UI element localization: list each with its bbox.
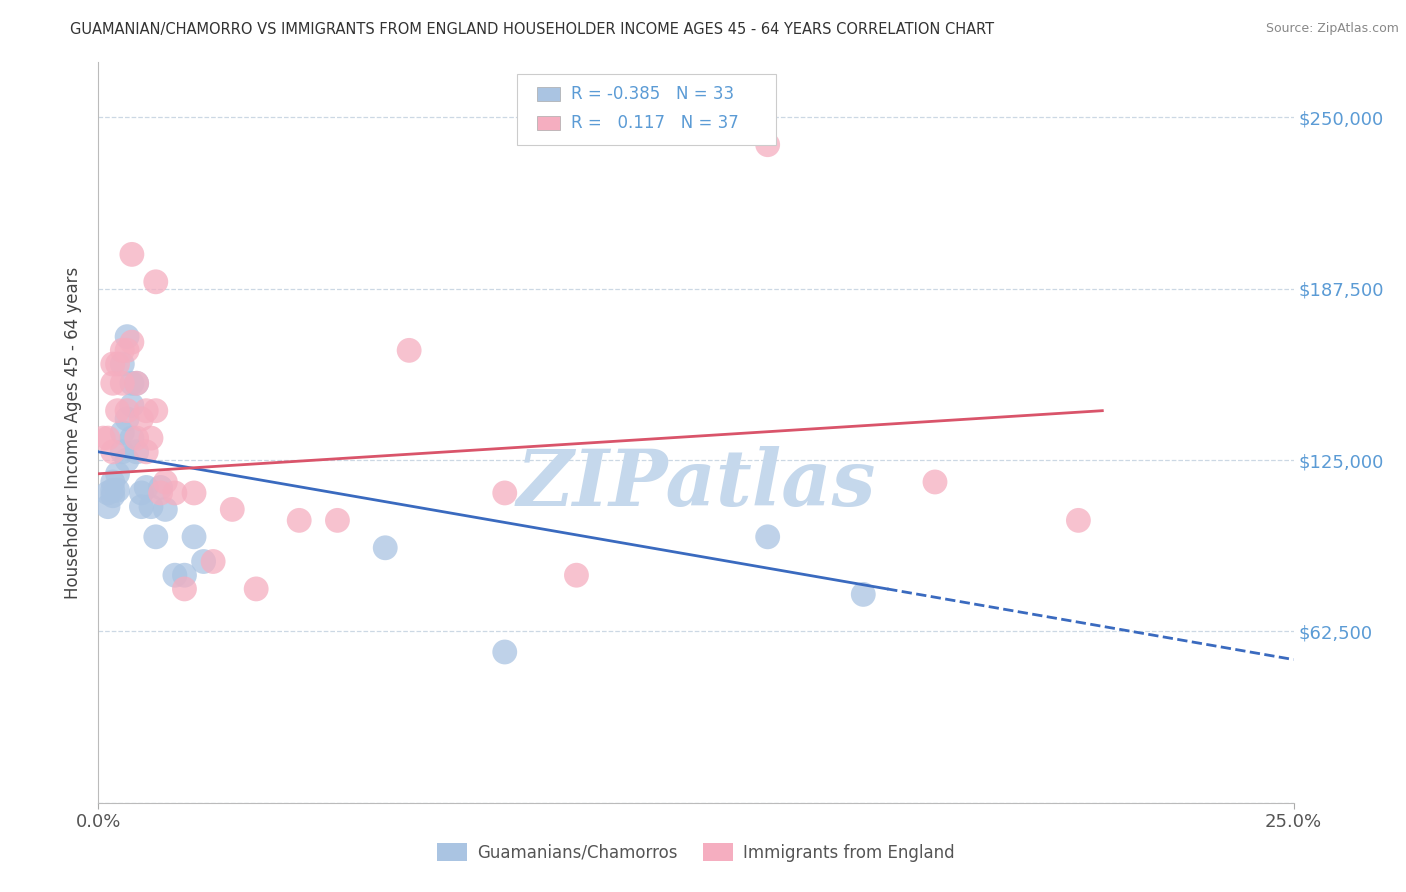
Point: [107, 467, 129, 481]
Text: GUAMANIAN/CHAMORRO VS IMMIGRANTS FROM ENGLAND HOUSEHOLDER INCOME AGES 45 - 64 YE: GUAMANIAN/CHAMORRO VS IMMIGRANTS FROM EN…: [70, 22, 994, 37]
Point: [852, 587, 875, 601]
Point: [111, 445, 134, 459]
Point: [374, 541, 396, 555]
Point: [494, 645, 516, 659]
Point: [115, 412, 138, 426]
Point: [173, 568, 195, 582]
Point: [756, 137, 779, 152]
Point: [245, 582, 267, 596]
Point: [163, 486, 186, 500]
Point: [121, 431, 143, 445]
Point: [121, 247, 143, 261]
Point: [149, 486, 172, 500]
Point: [145, 403, 167, 417]
Point: [107, 403, 129, 417]
Point: [125, 376, 148, 391]
Point: [111, 425, 134, 440]
Point: [111, 343, 134, 358]
Point: [91, 431, 114, 445]
Point: [221, 502, 243, 516]
Point: [131, 486, 153, 500]
Point: [131, 500, 153, 514]
Point: [107, 483, 129, 498]
Point: [173, 582, 195, 596]
Point: [121, 398, 143, 412]
Point: [115, 329, 138, 343]
Point: [125, 431, 148, 445]
Point: [111, 357, 134, 371]
Point: [101, 357, 124, 371]
Point: [121, 335, 143, 350]
Y-axis label: Householder Income Ages 45 - 64 years: Householder Income Ages 45 - 64 years: [65, 267, 83, 599]
Point: [924, 475, 946, 489]
Point: [101, 475, 124, 489]
Point: [155, 475, 177, 489]
Point: [149, 480, 172, 494]
Point: [135, 480, 157, 494]
Point: [101, 483, 124, 498]
Point: [101, 376, 124, 391]
Point: [97, 486, 120, 500]
Point: [121, 376, 143, 391]
Point: [111, 376, 134, 391]
Point: [756, 530, 779, 544]
Point: [494, 486, 516, 500]
Point: [163, 568, 186, 582]
Point: [202, 554, 225, 568]
Point: [101, 445, 124, 459]
Text: ZIPatlas: ZIPatlas: [516, 446, 876, 523]
Point: [101, 489, 124, 503]
Point: [183, 486, 205, 500]
Point: [131, 412, 153, 426]
Point: [97, 431, 120, 445]
Point: [193, 554, 215, 568]
Point: [1067, 513, 1090, 527]
Point: [135, 403, 157, 417]
Point: [115, 403, 138, 417]
Point: [145, 275, 167, 289]
Text: R =   0.117   N = 37: R = 0.117 N = 37: [571, 114, 738, 132]
Point: [125, 445, 148, 459]
Point: [288, 513, 311, 527]
Point: [183, 530, 205, 544]
Point: [139, 431, 162, 445]
Point: [155, 502, 177, 516]
Text: R = -0.385   N = 33: R = -0.385 N = 33: [571, 85, 734, 103]
Point: [326, 513, 349, 527]
Point: [97, 500, 120, 514]
Point: [115, 453, 138, 467]
Point: [107, 357, 129, 371]
Point: [565, 568, 588, 582]
Point: [135, 445, 157, 459]
Point: [115, 343, 138, 358]
Point: [125, 376, 148, 391]
Legend: Guamanians/Chamorros, Immigrants from England: Guamanians/Chamorros, Immigrants from En…: [430, 837, 962, 869]
Point: [398, 343, 420, 358]
Text: Source: ZipAtlas.com: Source: ZipAtlas.com: [1265, 22, 1399, 36]
Point: [145, 530, 167, 544]
Point: [139, 500, 162, 514]
